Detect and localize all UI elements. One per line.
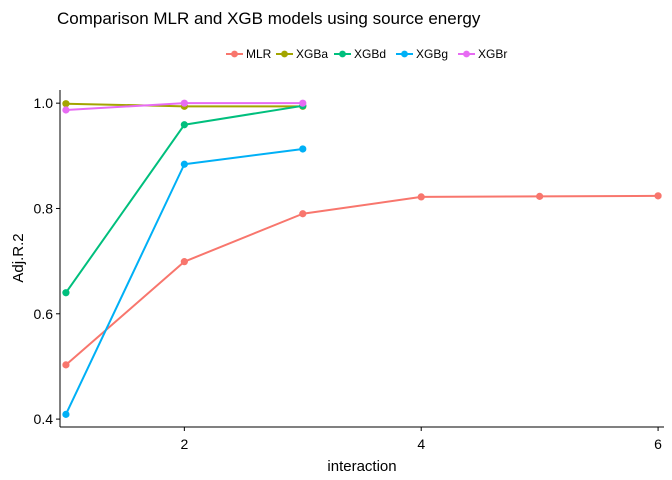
data-point-xgbg [62,410,70,418]
data-point-mlr [417,193,425,201]
x-tick-label: 2 [180,436,188,452]
legend: MLR XGBa XGBd XGBg XGBr [226,47,507,61]
series-mlr [62,192,662,369]
y-ticks: 0.4 0.6 0.8 1.0 [34,95,60,427]
legend-item-mlr: MLR [226,47,272,61]
x-axis-title: interaction [327,458,396,475]
chart-title: Comparison MLR and XGB models using sour… [57,9,481,28]
data-point-xgbd [62,289,70,297]
x-tick-label: 4 [417,436,425,452]
legend-item-xgbr: XGBr [458,47,507,61]
data-point-mlr [62,361,70,369]
series-xgbg [62,145,307,418]
legend-label: XGBg [416,47,448,61]
legend-label: MLR [246,47,272,61]
data-point-xgbr [62,106,70,114]
axes [59,90,664,428]
legend-key-point [339,50,346,58]
legend-key-point [463,50,470,58]
data-point-mlr [654,192,662,200]
legend-item-xgba: XGBa [276,47,328,61]
legend-label: XGBr [478,47,507,61]
y-tick-label: 0.8 [34,200,54,216]
series-xgbd [62,102,307,297]
legend-label: XGBa [296,47,328,61]
legend-key-point [281,50,288,58]
data-point-xgbd [180,121,188,129]
legend-key-point [401,50,408,58]
data-point-xgbg [299,145,307,153]
data-point-xgbg [180,160,188,168]
legend-key-point [231,50,238,58]
data-point-mlr [299,210,307,218]
y-tick-label: 0.6 [34,306,54,322]
y-axis-title: Adj.R.2 [10,233,27,282]
x-ticks: 2 4 6 [180,427,662,452]
series-xgbr [62,99,307,114]
legend-label: XGBd [354,47,386,61]
x-tick-label: 6 [654,436,662,452]
data-point-xgbr [180,99,188,107]
plot-area [62,99,662,418]
data-point-xgba [62,100,70,108]
data-point-mlr [536,192,544,200]
y-tick-label: 0.4 [34,411,54,427]
series-line-xgbg [65,147,303,415]
y-tick-label: 1.0 [34,95,54,111]
legend-item-xgbg: XGBg [396,47,448,61]
series-line-mlr [65,194,659,366]
data-point-mlr [180,258,188,266]
legend-item-xgbd: XGBd [334,47,386,61]
data-point-xgbr [299,99,307,107]
